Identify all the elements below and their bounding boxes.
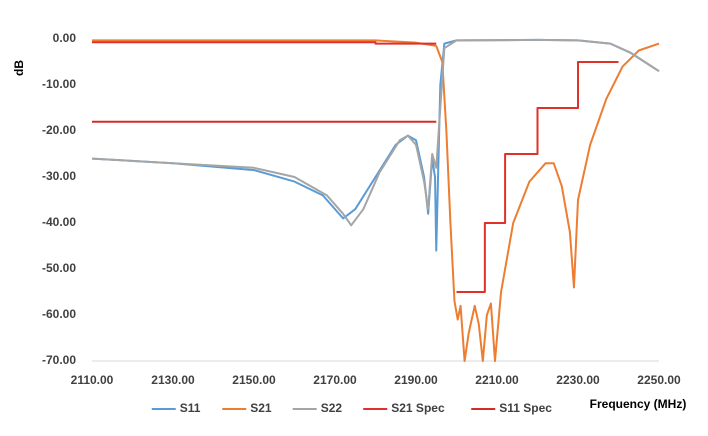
legend-label: S21 Spec — [391, 401, 445, 415]
x-tick-label: 2190.00 — [394, 373, 438, 387]
legend-label: S21 — [250, 401, 272, 415]
x-tick-label: 2250.00 — [637, 373, 681, 387]
y-tick-label: -50.00 — [42, 261, 76, 275]
x-tick-label: 2150.00 — [232, 373, 276, 387]
y-tick-label: -30.00 — [42, 169, 76, 183]
x-tick-label: 2110.00 — [71, 373, 114, 387]
x-axis-title: Frequency (MHz) — [590, 397, 687, 411]
series-line — [92, 41, 619, 293]
x-tick-label: 2210.00 — [475, 373, 519, 387]
legend-label: S11 Spec — [499, 401, 552, 415]
y-tick-label: 0.00 — [53, 31, 77, 45]
series-line — [92, 39, 660, 362]
y-tick-label: -10.00 — [42, 77, 76, 91]
y-tick-label: -20.00 — [42, 123, 76, 137]
series-line — [91, 38, 660, 252]
series-line — [91, 38, 660, 227]
legend-label: S22 — [321, 401, 343, 415]
y-tick-label: -70.00 — [42, 353, 76, 367]
y-tick-label: -60.00 — [42, 307, 76, 321]
y-axis-title: dB — [12, 60, 26, 76]
x-tick-label: 2230.00 — [556, 373, 600, 387]
x-tick-label: 2130.00 — [151, 373, 195, 387]
x-tick-label: 2170.00 — [313, 373, 357, 387]
legend-label: S11 — [180, 401, 201, 415]
y-tick-label: -40.00 — [42, 215, 76, 229]
